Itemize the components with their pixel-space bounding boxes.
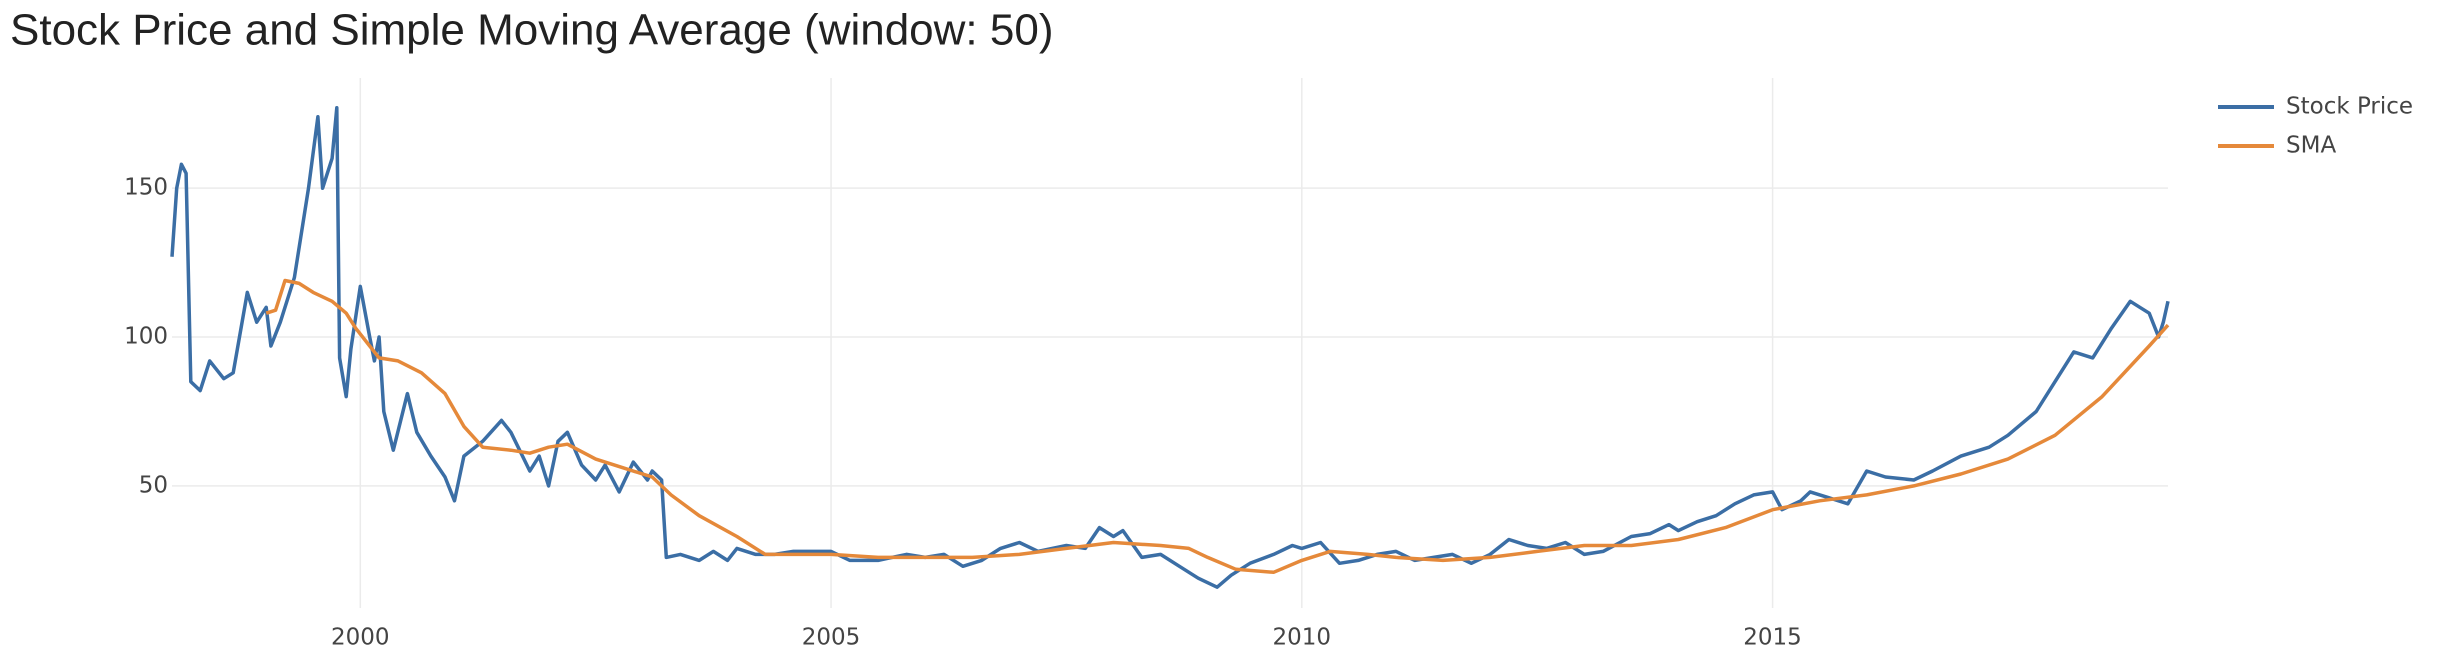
y-tick-label: 100 [124,324,168,350]
x-tick-label: 2000 [331,625,390,651]
x-tick-label: 2005 [802,625,861,651]
line-series [170,106,2170,589]
chart-title: Stock Price and Simple Moving Average (w… [10,6,1053,55]
x-tick-label: 2015 [1743,625,1802,651]
legend-label: SMA [2286,133,2336,159]
x-tick-label: 2010 [1273,625,1332,651]
y-tick-label: 50 [139,472,168,498]
line-series [265,278,2170,575]
legend-label: Stock Price [2286,94,2413,120]
y-tick-label: 150 [124,175,168,201]
